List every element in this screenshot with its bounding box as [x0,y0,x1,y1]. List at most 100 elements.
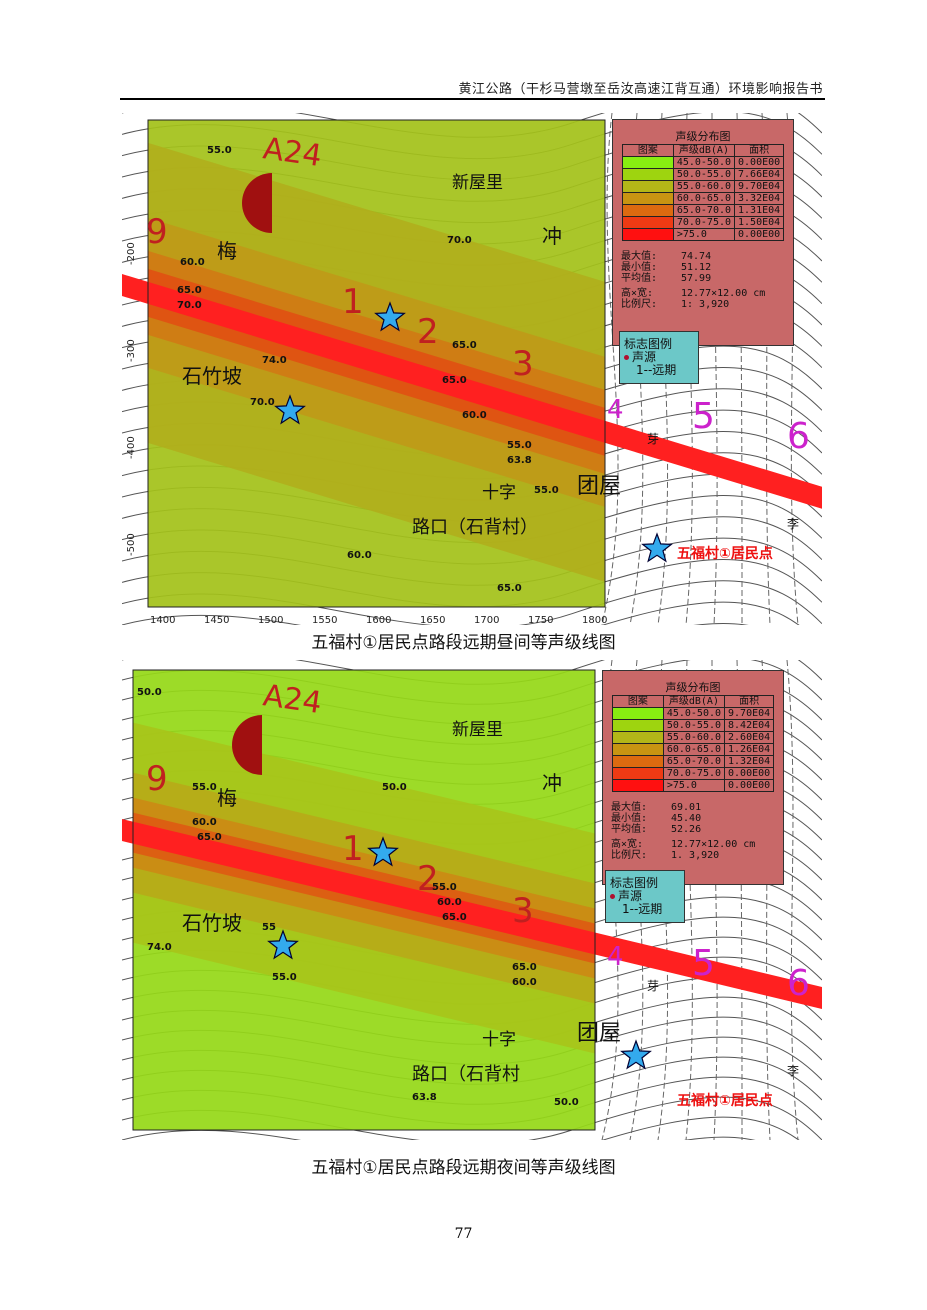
sound-source-dot-icon [624,355,629,360]
x-tick-label: 1450 [204,615,229,625]
terrain-line [601,113,619,625]
receptor-star-icon [374,301,406,332]
map-label-n3: 3 [512,344,534,384]
legend-stat-size: 高×宽: 12.77×12.00 cm [621,288,793,299]
contour-value-label: 55.0 [272,972,297,983]
legend-row: >75.0 0.00E00 [621,228,785,241]
contour-value-label: 55.0 [534,485,559,496]
map-label-n1: 1 [342,282,364,322]
map-label-n2: 2 [417,859,439,899]
legend-row: 65.0-70.0 1.32E04 [611,755,775,768]
contour-line [122,1116,800,1140]
map-label-n6: 6 [787,416,810,457]
stat-value: 69.01 [671,802,702,813]
contour-value-label: 65.0 [177,285,202,296]
map-label-a24: A24 [261,678,324,721]
map-label-mei: 梅 [217,786,237,810]
stat-value: 12.77×12.00 cm [671,839,756,850]
map-label-receptor: 五福村①居民点 [677,545,773,562]
legend-level: 60.0-65.0 [672,192,736,205]
running-header: 黄江公路（干杉马营墩至岳汝高速江背互通）环境影响报告书 [458,82,823,97]
map-label-n4: 4 [607,942,624,972]
map-label-tuanwu: 团屋 [577,1021,621,1046]
contour-value-label: 74.0 [262,355,287,366]
night-map-caption: 五福村①居民点路段远期夜间等声级线图 [311,1158,616,1178]
terrain-line [736,113,743,625]
legend-swatch [611,707,664,720]
stat-value: 74.74 [681,251,712,262]
stat-label: 最大值: [621,251,658,262]
source-marker-shape [232,715,262,775]
stat-label: 平均值: [621,273,658,284]
contour-value-label: 55.0 [432,882,457,893]
map-label-n9: 9 [146,759,168,799]
map-label-shizhupo: 石竹坡 [182,911,242,935]
map-label-shizi: 十字 [482,483,516,503]
col-pattern: 图案 [611,695,664,708]
legend-stat-avg: 平均值: 52.26 [611,824,783,835]
legend-stat-min: 最小值: 45.40 [611,813,783,824]
contour-value-label: 50.0 [382,782,407,793]
col-pattern: 图案 [621,144,674,157]
legend-area: 0.00E00 [724,767,775,780]
receptor-star-icon [620,1039,652,1070]
legend-area: 1.50E04 [734,216,785,229]
contour-value-label: 74.0 [147,942,172,953]
legend-swatch [621,216,674,229]
legend-stat-max: 最大值: 69.01 [611,802,783,813]
stat-label: 比例尺: [611,850,648,861]
terrain-line [786,113,799,625]
legend-row: 55.0-60.0 2.60E04 [611,731,775,744]
contour-value-label: 55.0 [207,145,232,156]
legend-stat-avg: 平均值: 57.99 [621,273,793,284]
contour-value-label: 50.0 [554,1097,579,1108]
marker-legend-title: 标志图例 [610,876,659,890]
y-tick-label: -400 [126,436,137,459]
legend-level: 45.0-50.0 [662,707,726,720]
legend-swatch [621,180,674,193]
legend-area: 0.00E00 [734,156,785,169]
stat-value: 51.12 [681,262,712,273]
marker-legend-title: 标志图例 [624,337,673,351]
legend-level: 70.0-75.0 [662,767,726,780]
legend-level: 65.0-70.0 [662,755,726,768]
legend-level: 70.0-75.0 [672,216,736,229]
road-band [122,274,822,509]
legend-swatch [611,755,664,768]
col-area: 面积 [724,695,775,708]
stat-label: 平均值: [611,824,648,835]
stat-label: 比例尺: [621,299,658,310]
contour-value-label: 63.8 [412,1092,437,1103]
sound-level-legend: 声级分布图 图案 声级dB(A) 面积 45.0-50.0 0.00E00 50.0-55… [612,119,794,346]
legend-stat-min: 最小值: 51.12 [621,262,793,273]
contour-value-label: 70.0 [447,235,472,246]
legend-stat-scale: 比例尺: 1: 3,920 [621,299,793,310]
x-tick-label: 1750 [528,615,553,625]
legend-row: 70.0-75.0 1.50E04 [621,216,785,229]
x-tick-label: 1500 [258,615,283,625]
legend-level: 45.0-50.0 [672,156,736,169]
legend-row: 45.0-50.0 9.70E04 [611,707,775,720]
legend-title: 声级分布图 [665,681,721,694]
legend-swatch [621,192,674,205]
legend-level: 50.0-55.0 [672,168,736,181]
x-tick-label: 1600 [366,615,391,625]
legend-row: 60.0-65.0 3.32E04 [621,192,785,205]
legend-swatch [611,731,664,744]
legend-row: >75.0 0.00E00 [611,779,775,792]
map-label-shizi: 十字 [482,1030,516,1050]
legend-level: >75.0 [662,779,726,792]
legend-area: 9.70E04 [734,180,785,193]
legend-area: 1.32E04 [724,755,775,768]
contour-value-label: 70.0 [177,300,202,311]
header-rule [120,98,825,100]
map-label-n5: 5 [692,943,715,984]
map-label-chong: 冲 [542,224,562,248]
map-label-lukou: 路口（石背村） [412,517,538,538]
contour-value-label: 65.0 [512,962,537,973]
stat-label: 最大值: [611,802,648,813]
legend-area: 9.70E04 [724,707,775,720]
legend-swatch [621,228,674,241]
legend-level: 55.0-60.0 [662,731,726,744]
contour-value-label: 60.0 [462,410,487,421]
